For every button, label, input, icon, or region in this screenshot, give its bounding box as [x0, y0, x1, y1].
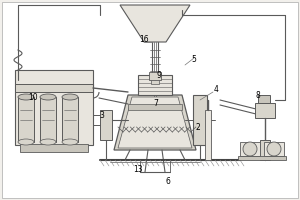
Bar: [20, 144, 88, 152]
Text: 16: 16: [139, 36, 149, 45]
Text: 7: 7: [154, 99, 158, 108]
Ellipse shape: [18, 139, 34, 145]
Bar: [255, 103, 275, 118]
Bar: [18, 97, 34, 142]
Bar: [15, 84, 93, 92]
Polygon shape: [120, 5, 190, 42]
Bar: [128, 104, 182, 110]
Bar: [62, 97, 78, 142]
Text: 2: 2: [196, 123, 200, 132]
Polygon shape: [114, 95, 196, 150]
Ellipse shape: [40, 139, 56, 145]
Ellipse shape: [40, 94, 56, 100]
Ellipse shape: [18, 94, 34, 100]
Bar: [258, 95, 270, 103]
Bar: [15, 70, 93, 145]
Text: 13: 13: [133, 166, 143, 174]
Bar: [264, 142, 284, 156]
Circle shape: [267, 142, 281, 156]
Bar: [100, 110, 112, 140]
Text: 8: 8: [256, 92, 260, 100]
Text: 3: 3: [100, 112, 104, 120]
Bar: [205, 110, 211, 160]
Polygon shape: [118, 97, 192, 148]
Bar: [138, 75, 172, 95]
Bar: [193, 95, 207, 145]
Bar: [260, 140, 270, 160]
Text: 5: 5: [192, 55, 197, 64]
Bar: [40, 97, 56, 142]
Bar: [149, 72, 161, 80]
Text: 10: 10: [28, 94, 38, 102]
Bar: [240, 142, 260, 156]
Text: 6: 6: [166, 178, 170, 186]
Circle shape: [243, 142, 257, 156]
Bar: [151, 80, 159, 84]
Bar: [238, 156, 286, 160]
Text: 9: 9: [157, 72, 161, 80]
Text: 4: 4: [214, 86, 218, 95]
Ellipse shape: [62, 94, 78, 100]
Ellipse shape: [62, 139, 78, 145]
